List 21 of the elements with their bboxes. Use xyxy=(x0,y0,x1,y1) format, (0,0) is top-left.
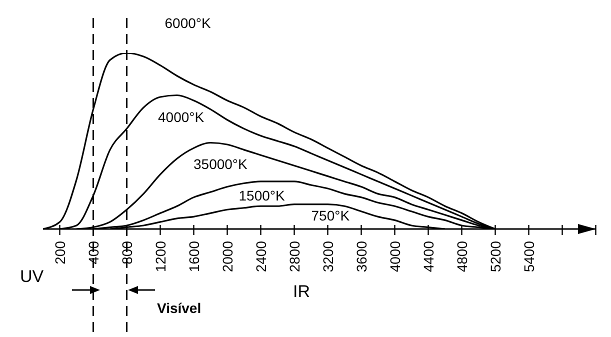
x-tick-label: 5400 xyxy=(520,240,537,272)
text: IR xyxy=(293,282,310,301)
x-tick-label: 3200 xyxy=(320,240,336,272)
series-label: 1500°K xyxy=(238,187,286,204)
series-label: 4000°K xyxy=(158,109,205,126)
series-label: 750°K xyxy=(311,207,350,224)
x-tick-label: 1200 xyxy=(152,240,168,272)
x-tick-label: 2800 xyxy=(286,240,302,272)
x-tick-label: 4800 xyxy=(454,240,470,272)
x-tick-label: 2400 xyxy=(252,240,269,272)
x-tick-label: 4400 xyxy=(420,240,436,272)
x-tick-label: 2000 xyxy=(219,240,236,272)
x-tick-label: 1600 xyxy=(186,240,202,272)
x-tick-label: 3600 xyxy=(353,240,370,272)
text: UV xyxy=(20,267,44,286)
text: 6000°K xyxy=(164,15,212,31)
x-tick-label: 4000 xyxy=(386,240,403,272)
text: Visível xyxy=(157,300,202,316)
series-label: 35000°K xyxy=(194,156,248,172)
x-tick-label: 5200 xyxy=(487,240,504,272)
x-tick-label: 200 xyxy=(52,240,68,264)
